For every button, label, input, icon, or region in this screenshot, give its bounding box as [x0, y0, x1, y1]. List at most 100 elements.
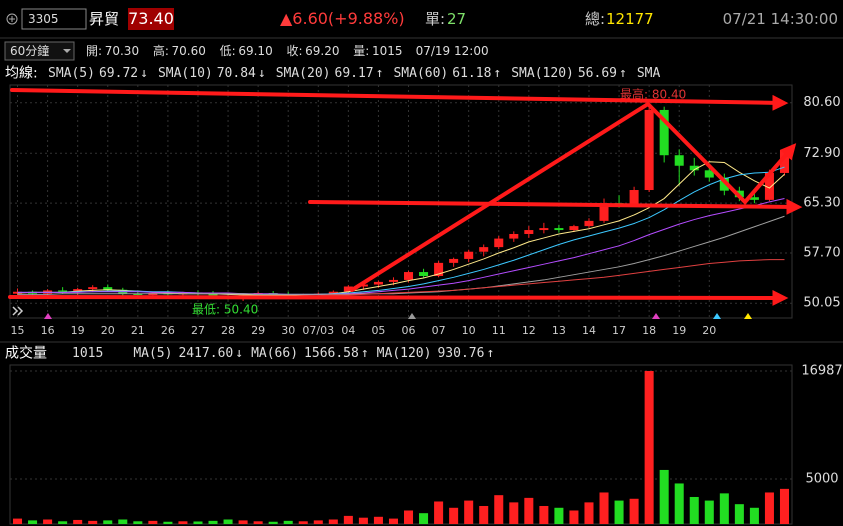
volume-bar: [238, 520, 248, 524]
arrow: [350, 101, 797, 292]
ohlc-info: 開: 70.30 高: 70.60 低: 69.10 收: 69.20 量: 1015 07/19 …: [86, 43, 489, 58]
ma-name: MA(5): [133, 346, 172, 361]
ma-name: SMA: [637, 66, 661, 81]
volume-bar: [689, 496, 699, 524]
add-icon-plus: [9, 16, 15, 22]
x-tick-label: 29: [251, 324, 265, 337]
volume-bar: [764, 492, 774, 524]
volume-panel: [9, 364, 793, 525]
volume-bar: [734, 504, 744, 524]
x-tick-label: 21: [131, 324, 145, 337]
total-label: 總:: [585, 10, 605, 28]
candle-body: [343, 286, 353, 292]
candle-body: [88, 287, 98, 290]
candle-body: [569, 226, 579, 231]
event-marker[interactable]: [44, 313, 52, 319]
candle-body: [719, 177, 729, 191]
ma-line: [17, 198, 785, 295]
x-tick-label: 19: [672, 324, 686, 337]
ma-title: 均線:: [5, 66, 38, 82]
ma-name: MA(66): [251, 346, 298, 361]
arrow: [8, 289, 789, 306]
volume-bar: [103, 520, 113, 524]
volume-bar: [449, 507, 459, 524]
candle-body: [103, 287, 113, 290]
volume-bar: [584, 502, 594, 524]
add-icon[interactable]: [6, 13, 18, 25]
event-marker[interactable]: [408, 313, 416, 319]
ma-name: SMA(10): [158, 66, 213, 81]
candle-body: [404, 272, 414, 280]
event-marker[interactable]: [713, 313, 721, 319]
candle-body: [509, 233, 519, 239]
volume-bar: [554, 507, 564, 524]
event-marker[interactable]: [744, 313, 752, 319]
volume-bar: [779, 488, 789, 524]
expand-icon[interactable]: [12, 306, 24, 316]
ma-value: 2417.60: [178, 346, 233, 361]
ma-line: [17, 166, 785, 295]
candle-body: [524, 230, 534, 234]
volume-bar: [749, 507, 759, 524]
volume-bar: [644, 370, 654, 524]
volume-bar: [419, 513, 429, 524]
code-input[interactable]: [21, 8, 87, 30]
candle-body: [58, 290, 68, 292]
volume-bar: [58, 521, 68, 524]
ma-line: [17, 161, 785, 296]
x-tick-label: 06: [402, 324, 416, 337]
x-tick-label: 13: [552, 324, 566, 337]
info-value: 1015: [372, 44, 403, 58]
volume-bar: [163, 521, 173, 524]
info-value: 69.20: [305, 44, 339, 58]
ma-name: SMA(120): [511, 66, 574, 81]
ma-trend: ↓: [235, 346, 243, 361]
ma-line: [17, 215, 785, 295]
volume-bar: [404, 510, 414, 524]
candle-body: [133, 293, 143, 296]
y-tick-label: 50.05: [803, 296, 840, 311]
x-tick-label: 30: [281, 324, 295, 337]
ma-value: 69.17: [335, 66, 374, 81]
ma-line: [17, 259, 785, 299]
volume-bar: [434, 501, 444, 524]
x-tick-label: 07: [432, 324, 446, 337]
volume-bar: [704, 500, 714, 524]
single-volume: 27: [447, 10, 466, 28]
volume-bar: [464, 500, 474, 524]
event-marker[interactable]: [652, 313, 660, 319]
info-label: 開:: [86, 44, 102, 58]
volume-legend: 1015 MA(5) 2417.60 ↓ MA(66) 1566.58 ↑ MA(120) 93…: [72, 346, 494, 361]
candle-body: [779, 149, 789, 173]
info-date: 07/19 12:00: [416, 44, 489, 58]
candle-body: [674, 155, 684, 166]
x-tick-label: 20: [101, 324, 115, 337]
info-label: 收:: [286, 44, 302, 58]
period: 60分鐘: [10, 43, 49, 58]
x-tick-label: 15: [11, 324, 25, 337]
ma-value: 70.84: [217, 66, 256, 81]
x-tick-label: 17: [612, 324, 626, 337]
volume-bar: [358, 517, 368, 524]
volume-bar: [388, 518, 398, 524]
x-tick-label: 05: [371, 324, 385, 337]
period-select[interactable]: [4, 41, 75, 61]
x-tick-label: 07/03: [302, 324, 334, 337]
volume-chart: 16987 5000: [10, 363, 843, 524]
x-tick-label: 28: [221, 324, 235, 337]
x-tick-label: 26: [161, 324, 175, 337]
change: ▲6.60(+9.88%): [280, 9, 405, 28]
volume-bar: [178, 521, 188, 524]
volume-bar: [313, 520, 323, 524]
ma-trend: ↑: [619, 66, 627, 81]
candle-body: [539, 228, 549, 231]
ma-value: 1566.58: [304, 346, 359, 361]
info-label: 高:: [153, 43, 169, 58]
x-tick-label: 20: [702, 324, 716, 337]
ma-trend: ↑: [361, 346, 369, 361]
arrow: [308, 198, 803, 215]
volume-bar: [118, 519, 128, 524]
y-tick-label: 65.30: [803, 196, 840, 211]
